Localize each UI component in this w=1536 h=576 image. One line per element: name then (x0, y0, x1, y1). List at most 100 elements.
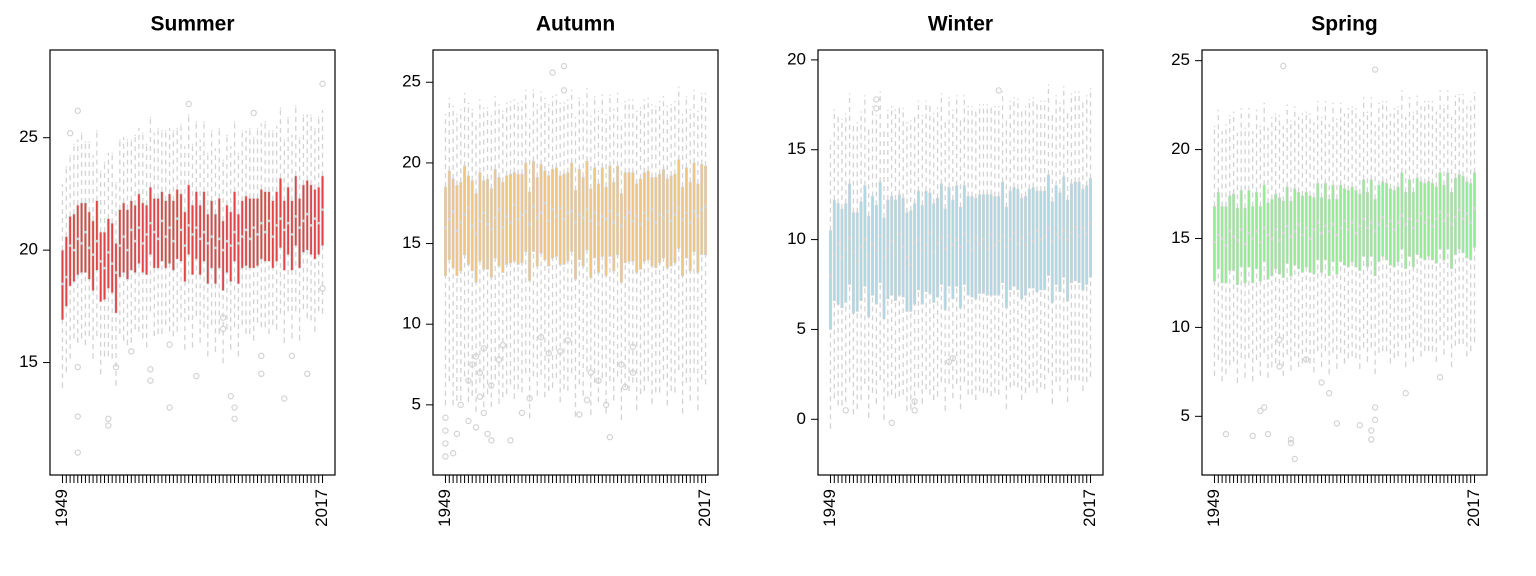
y-tick-label: 20 (1171, 139, 1190, 158)
box (145, 204, 149, 276)
outlier (476, 393, 484, 400)
box (1450, 191, 1454, 270)
box (459, 181, 463, 272)
outlier (583, 396, 591, 404)
box (943, 208, 947, 310)
outlier (185, 100, 192, 108)
box (1281, 200, 1285, 278)
box (1277, 197, 1281, 275)
box (298, 198, 302, 269)
box (125, 209, 129, 280)
box (1297, 191, 1301, 270)
box (828, 230, 832, 330)
x-tick-label: 2017 (1464, 489, 1483, 527)
box (1381, 181, 1385, 257)
box (951, 199, 955, 300)
outlier (576, 411, 583, 418)
box (1001, 181, 1005, 284)
outlier (1371, 404, 1379, 411)
box (1415, 177, 1419, 255)
y-tick-label: 20 (787, 49, 806, 68)
box (1258, 206, 1262, 282)
box (206, 213, 210, 285)
box (844, 203, 848, 303)
outlier (442, 453, 449, 460)
box (129, 200, 133, 271)
box (263, 191, 267, 262)
box (103, 231, 107, 300)
box (1343, 188, 1346, 266)
box (893, 199, 897, 301)
box (704, 165, 708, 256)
outlier (606, 433, 614, 441)
box (1289, 200, 1293, 277)
y-tick-label: 5 (797, 319, 806, 338)
box (256, 198, 260, 267)
box (68, 216, 72, 287)
box (832, 199, 836, 301)
box (1274, 193, 1278, 270)
box (974, 197, 978, 300)
box (225, 204, 229, 273)
outlier (166, 341, 173, 348)
box (1228, 195, 1232, 271)
box (878, 181, 882, 284)
box (1031, 187, 1035, 289)
y-tick-label: 10 (787, 229, 806, 248)
y-tick-label: 20 (402, 152, 421, 171)
box (1016, 188, 1020, 291)
box (692, 162, 696, 252)
box (851, 212, 855, 314)
outlier (74, 363, 81, 371)
box (1304, 191, 1308, 268)
box (696, 183, 700, 273)
outlier (231, 404, 238, 411)
outlier (258, 370, 265, 378)
box (1358, 193, 1362, 271)
plot-frame (432, 49, 719, 476)
y-tick-label: 10 (402, 314, 421, 333)
x-tick-label: 2017 (312, 489, 331, 527)
outlier (1280, 62, 1287, 70)
box (478, 172, 482, 262)
box (1235, 207, 1239, 286)
outlier (1257, 407, 1264, 415)
box (1308, 195, 1312, 273)
y-tick-label: 15 (787, 139, 806, 158)
y-tick-label: 25 (1171, 50, 1190, 69)
outlier (842, 407, 849, 414)
box (1043, 190, 1047, 291)
box (1058, 192, 1062, 293)
box (187, 184, 191, 255)
box (1062, 176, 1066, 278)
box (447, 170, 451, 260)
box (1404, 191, 1408, 270)
outlier (457, 401, 464, 409)
outlier (1326, 390, 1333, 397)
plot-frame (817, 49, 1104, 476)
box (313, 189, 317, 260)
outlier (1356, 422, 1363, 429)
box (1066, 199, 1070, 301)
outlier (319, 80, 326, 87)
box (585, 160, 589, 251)
outlier (465, 417, 472, 425)
box (466, 175, 470, 265)
x-tick-label: 1949 (52, 489, 71, 527)
box (882, 217, 886, 319)
box (939, 183, 943, 285)
outlier (105, 415, 112, 422)
box (179, 193, 183, 262)
box (1434, 186, 1438, 264)
box (524, 162, 528, 252)
outlier (1249, 432, 1256, 440)
box (543, 170, 547, 260)
box (489, 188, 493, 278)
box (1077, 181, 1081, 284)
box (221, 220, 225, 291)
outlier (1276, 336, 1283, 344)
outlier (1291, 455, 1298, 463)
outlier (193, 372, 200, 380)
box (87, 211, 91, 280)
